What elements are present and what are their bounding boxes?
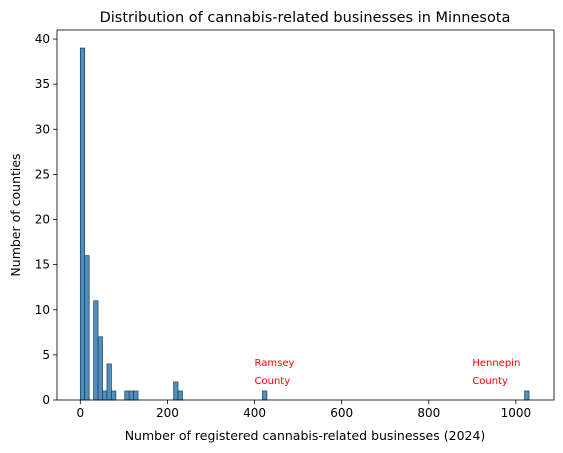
x-axis-ticks: 0 200 400 600 800 1000 xyxy=(76,400,531,420)
histogram-bar xyxy=(177,390,183,401)
histogram-bar xyxy=(102,390,108,401)
annotations-group: Ramsey County Hennepin County xyxy=(255,358,521,387)
histogram-bar xyxy=(97,336,103,401)
x-tick-label: 600 xyxy=(330,406,353,420)
bars-group xyxy=(79,47,530,401)
histogram-bar xyxy=(93,300,99,401)
annotation-label: County xyxy=(255,376,291,387)
x-tick-label: 1000 xyxy=(501,406,532,420)
chart-title: Distribution of cannabis-related busines… xyxy=(100,10,511,26)
x-tick-label: 800 xyxy=(417,406,440,420)
y-tick-label: 10 xyxy=(35,303,50,317)
annotation-label: County xyxy=(472,376,508,387)
y-tick-label: 25 xyxy=(35,167,50,181)
annotation-label: Hennepin xyxy=(472,358,520,369)
y-axis-label: Number of counties xyxy=(8,153,23,276)
annotation-label: Ramsey xyxy=(255,358,295,369)
y-tick-label: 40 xyxy=(35,32,50,46)
x-tick-label: 400 xyxy=(243,406,266,420)
x-axis-label: Number of registered cannabis-related bu… xyxy=(125,428,486,443)
histogram-bar xyxy=(173,381,179,401)
histogram-bar xyxy=(124,390,130,401)
y-tick-label: 15 xyxy=(35,258,50,272)
plot-frame xyxy=(56,29,555,401)
histogram-bar xyxy=(128,390,134,401)
y-tick-label: 20 xyxy=(35,213,50,227)
histogram-bar xyxy=(111,390,117,401)
histogram-bar xyxy=(79,47,86,401)
y-tick-label: 35 xyxy=(35,77,50,91)
y-tick-label: 5 xyxy=(42,348,50,362)
y-tick-label: 0 xyxy=(42,393,50,407)
x-tick-label: 200 xyxy=(156,406,179,420)
x-tick-label: 0 xyxy=(76,406,84,420)
histogram-bar xyxy=(106,363,112,401)
histogram-bar xyxy=(262,390,268,401)
y-tick-label: 30 xyxy=(35,122,50,136)
histogram-bar xyxy=(133,390,139,401)
histogram-bar xyxy=(524,390,530,401)
histogram-bar xyxy=(84,255,90,401)
y-axis-ticks: 0 5 10 15 20 25 30 35 40 xyxy=(35,32,57,407)
